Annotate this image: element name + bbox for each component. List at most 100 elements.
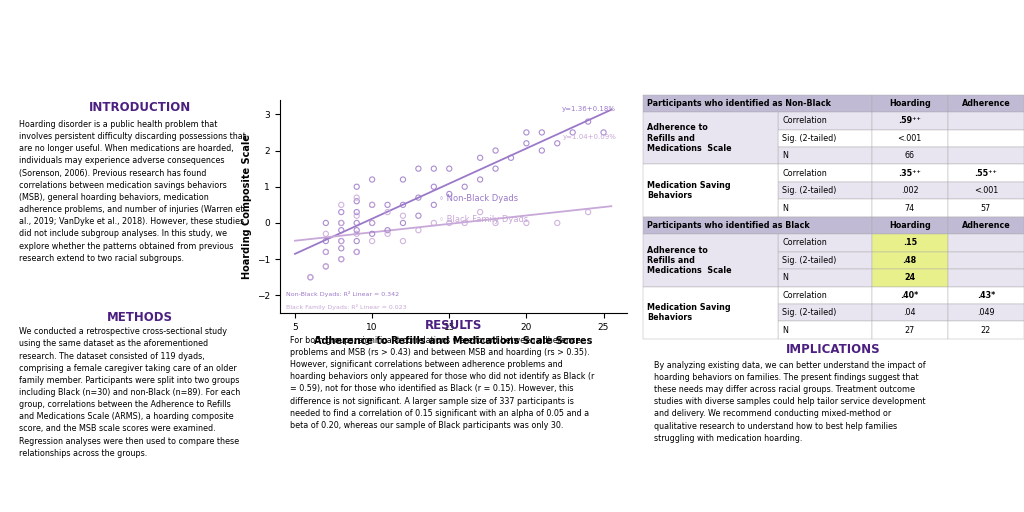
Text: .002: .002: [901, 186, 919, 195]
Point: [364, 201, 380, 209]
Point: [333, 237, 349, 245]
Point: [580, 208, 596, 216]
Bar: [778, 252, 871, 269]
Text: Adherence: Adherence: [962, 221, 1011, 230]
Text: Adherence: Adherence: [962, 99, 1011, 108]
Point: [333, 237, 349, 245]
Bar: [643, 95, 871, 112]
Bar: [643, 112, 778, 164]
Text: .59⁺⁺: .59⁺⁺: [898, 116, 922, 125]
Point: [411, 211, 427, 220]
Bar: [871, 95, 948, 112]
Bar: [778, 130, 871, 147]
Point: [564, 129, 581, 137]
Point: [302, 273, 318, 282]
Bar: [643, 234, 778, 287]
Point: [333, 226, 349, 234]
Text: IMPLICATIONS: IMPLICATIONS: [786, 343, 881, 356]
Bar: [778, 164, 871, 182]
Point: [549, 139, 565, 147]
Text: Hoarding disorder is a public health problem that
involves persistent difficulty: Hoarding disorder is a public health pro…: [18, 120, 246, 263]
Bar: [871, 304, 948, 322]
Text: N: N: [782, 151, 788, 160]
Bar: [948, 164, 1024, 182]
Text: 27: 27: [904, 326, 914, 335]
Point: [472, 208, 488, 216]
Point: [487, 219, 504, 227]
Text: Correlation: Correlation: [782, 116, 826, 125]
Point: [411, 226, 427, 234]
Bar: [948, 130, 1024, 147]
Point: [472, 176, 488, 184]
Text: & PHARMACY: & PHARMACY: [68, 45, 130, 54]
Bar: [871, 164, 948, 182]
Text: We conducted a retrospective cross-sectional study
using the same dataset as the: We conducted a retrospective cross-secti…: [18, 327, 240, 458]
Point: [364, 219, 380, 227]
Bar: [948, 199, 1024, 217]
Point: [426, 201, 442, 209]
Text: 57: 57: [981, 204, 991, 212]
Bar: [948, 322, 1024, 339]
Point: [317, 230, 334, 238]
Point: [518, 219, 535, 227]
Point: [411, 194, 427, 202]
Text: N: N: [782, 326, 788, 335]
Text: Black Family Dyads: R² Linear = 0.023: Black Family Dyads: R² Linear = 0.023: [287, 304, 408, 310]
Text: Sig. (2-tailed): Sig. (2-tailed): [782, 134, 837, 143]
Text: 22: 22: [981, 326, 991, 335]
Point: [317, 262, 334, 270]
Text: N: N: [782, 273, 788, 282]
Point: [317, 262, 334, 270]
Text: Correlation: Correlation: [782, 291, 826, 300]
Point: [426, 183, 442, 191]
Text: 66: 66: [905, 151, 914, 160]
Point: [348, 237, 365, 245]
Text: Hoarding: Hoarding: [889, 221, 931, 230]
Bar: [948, 269, 1024, 287]
Y-axis label: Hoarding Composite Scale: Hoarding Composite Scale: [243, 134, 252, 279]
Text: By analyzing existing data, we can better understand the impact of
hoarding beha: By analyzing existing data, we can bette…: [654, 361, 926, 443]
Point: [348, 183, 365, 191]
Text: UNIVERSITY OF: UNIVERSITY OF: [68, 17, 113, 23]
Point: [534, 146, 550, 155]
Bar: [643, 217, 871, 234]
Text: <.001: <.001: [898, 134, 922, 143]
Point: [333, 219, 349, 227]
Text: .48: .48: [902, 256, 916, 265]
Bar: [871, 287, 948, 304]
Bar: [778, 199, 871, 217]
Text: Participants who identified as Non-Black: Participants who identified as Non-Black: [647, 99, 830, 108]
Point: [333, 219, 349, 227]
Text: .40*: .40*: [900, 291, 919, 300]
Point: [549, 219, 565, 227]
Text: Correlation: Correlation: [782, 239, 826, 247]
Bar: [778, 147, 871, 164]
Point: [348, 219, 365, 227]
Text: Sig. (2-tailed): Sig. (2-tailed): [782, 256, 837, 265]
Bar: [643, 287, 778, 339]
Point: [348, 248, 365, 256]
Point: [333, 201, 349, 209]
Text: Subgroup Analyses of Correlations in Black and Non-black Families: Subgroup Analyses of Correlations in Bla…: [221, 31, 931, 50]
Bar: [643, 164, 778, 217]
Point: [333, 255, 349, 263]
Point: [364, 201, 380, 209]
Text: Adherence to
Refills and
Medications  Scale: Adherence to Refills and Medications Sca…: [647, 245, 731, 275]
Text: .43*: .43*: [977, 291, 995, 300]
Point: [364, 230, 380, 238]
Point: [411, 164, 427, 173]
Bar: [871, 182, 948, 199]
X-axis label: Adherence to Refills and Medications Scale Scores: Adherence to Refills and Medications Sca…: [314, 336, 592, 347]
Point: [441, 164, 458, 173]
Point: [317, 219, 334, 227]
Text: .04: .04: [903, 308, 916, 317]
Point: [426, 164, 442, 173]
Point: [441, 190, 458, 198]
Text: 24: 24: [904, 273, 915, 282]
Point: [364, 237, 380, 245]
Text: Correlation: Correlation: [782, 168, 826, 178]
Point: [302, 273, 318, 282]
Text: Acknowledgements: This project was supported by a research award to Ann Steffen : Acknowledgements: This project was suppo…: [138, 495, 886, 502]
Text: .049: .049: [977, 308, 994, 317]
Text: in St. Louis: in St. Louis: [68, 63, 97, 68]
